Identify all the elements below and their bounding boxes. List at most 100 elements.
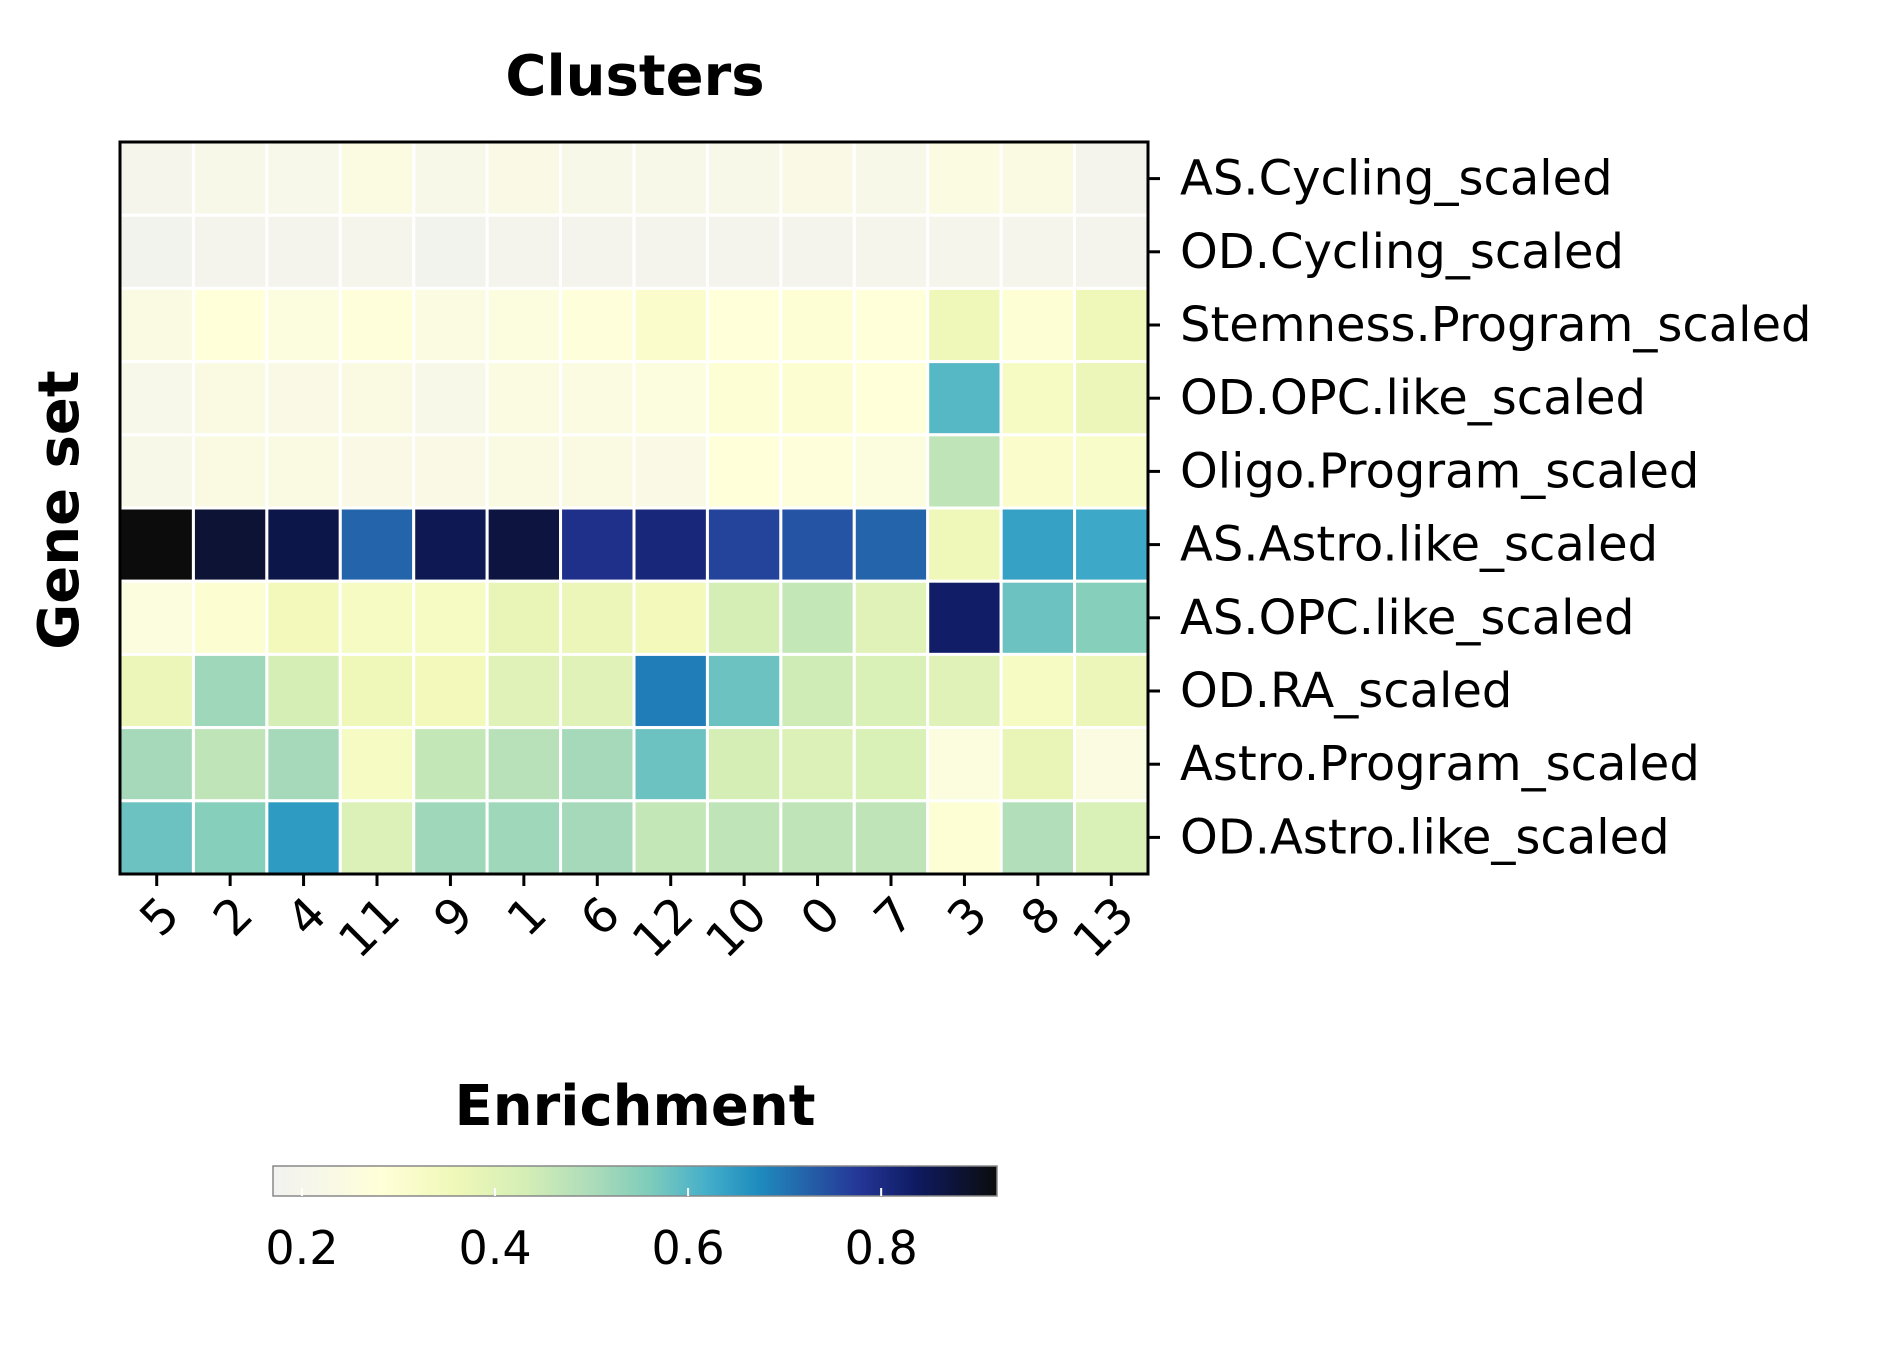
heatmap-cell xyxy=(999,579,1077,656)
heatmap-cell xyxy=(559,506,636,583)
heatmap-cell xyxy=(1073,140,1150,217)
row-label: AS.OPC.like_scaled xyxy=(1180,590,1635,646)
heatmap-cell xyxy=(1073,360,1150,437)
heatmap-cell xyxy=(412,213,489,290)
heatmap-cell xyxy=(779,286,856,364)
heatmap-cell xyxy=(265,286,342,364)
heatmap-cell xyxy=(485,506,563,583)
heatmap-cell xyxy=(852,652,930,730)
heatmap-cell xyxy=(999,506,1077,583)
heatmap-cell xyxy=(999,726,1077,803)
column-label: 12 xyxy=(622,886,705,969)
colorbar-tick-label: 0.4 xyxy=(458,1221,531,1275)
heatmap-cell xyxy=(191,726,269,803)
heatmap-cell xyxy=(1073,652,1150,730)
row-label: OD.OPC.like_scaled xyxy=(1180,370,1646,426)
y-axis-label: Gene set xyxy=(27,370,92,649)
heatmap-cell xyxy=(191,140,269,217)
colorbar-tick-label: 0.6 xyxy=(652,1221,725,1275)
heatmap-cell xyxy=(118,726,195,803)
heatmap-cell xyxy=(191,213,269,290)
heatmap-cell xyxy=(338,506,416,583)
heatmap-cell xyxy=(191,286,269,364)
heatmap-cell xyxy=(338,360,416,437)
heatmap-cell xyxy=(705,506,783,583)
heatmap-cell xyxy=(559,652,636,730)
heatmap-cell xyxy=(338,652,416,730)
heatmap-cell xyxy=(632,799,709,876)
heatmap-cell xyxy=(632,652,709,730)
heatmap-cell xyxy=(852,433,930,510)
heatmap-cell xyxy=(412,652,489,730)
heatmap-cell xyxy=(705,799,783,876)
heatmap-cell xyxy=(632,506,709,583)
heatmap-cell xyxy=(265,360,342,437)
heatmap-cell xyxy=(926,286,1003,364)
heatmap-cell xyxy=(632,213,709,290)
heatmap-cell xyxy=(338,799,416,876)
row-label: AS.Astro.like_scaled xyxy=(1180,517,1658,573)
heatmap-cell xyxy=(852,286,930,364)
heatmap-cell xyxy=(265,213,342,290)
heatmap-cell xyxy=(705,726,783,803)
column-label: 0 xyxy=(790,886,851,947)
column-label: 7 xyxy=(864,886,925,947)
heatmap-cell xyxy=(705,360,783,437)
column-label: 10 xyxy=(695,886,778,969)
heatmap-cell xyxy=(1073,506,1150,583)
column-label: 6 xyxy=(570,886,631,947)
heatmap-cell xyxy=(559,579,636,656)
heatmap-cell xyxy=(265,433,342,510)
row-label: Astro.Program_scaled xyxy=(1180,736,1700,792)
heatmap-cell xyxy=(118,286,195,364)
heatmap-cell xyxy=(852,726,930,803)
heatmap-cell xyxy=(191,433,269,510)
heatmap-cell xyxy=(559,433,636,510)
heatmap-cell xyxy=(559,360,636,437)
heatmap-cell xyxy=(926,799,1003,876)
colorbar-ticks: 0.2 0.4 0.6 0.8 xyxy=(265,1188,918,1275)
heatmap-cell xyxy=(632,360,709,437)
heatmap-cell xyxy=(485,726,563,803)
row-label: OD.Astro.like_scaled xyxy=(1180,809,1670,865)
heatmap-cell xyxy=(926,726,1003,803)
column-label: 8 xyxy=(1010,886,1071,947)
heatmap-cell xyxy=(412,360,489,437)
heatmap-cell xyxy=(779,506,856,583)
heatmap-cell xyxy=(485,799,563,876)
heatmap-cells xyxy=(118,140,1150,876)
heatmap-cell xyxy=(118,213,195,290)
colorbar-label: Enrichment xyxy=(455,1074,816,1139)
heatmap-cell xyxy=(191,652,269,730)
heatmap-cell xyxy=(779,799,856,876)
column-label: 3 xyxy=(937,886,998,947)
heatmap-cell xyxy=(559,213,636,290)
row-ticks: AS.Cycling_scaled OD.Cycling_scaled Stemne… xyxy=(1148,151,1811,865)
heatmap-cell xyxy=(1073,799,1150,876)
heatmap-cell xyxy=(705,433,783,510)
heatmap-cell xyxy=(559,140,636,217)
row-label: Stemness.Program_scaled xyxy=(1180,297,1811,353)
heatmap-cell xyxy=(118,799,195,876)
column-label: 4 xyxy=(276,886,337,947)
heatmap-cell xyxy=(118,506,195,583)
heatmap-cell xyxy=(926,433,1003,510)
heatmap-cell xyxy=(779,726,856,803)
heatmap-cell xyxy=(999,213,1077,290)
heatmap-cell xyxy=(485,433,563,510)
heatmap-cell xyxy=(779,213,856,290)
plot-frame xyxy=(118,140,1150,876)
heatmap-cell xyxy=(999,286,1077,364)
heatmap-cell xyxy=(485,286,563,364)
row-label: OD.Cycling_scaled xyxy=(1180,224,1624,280)
heatmap-cell xyxy=(852,799,930,876)
heatmap-cell xyxy=(338,433,416,510)
heatmap-cell xyxy=(779,579,856,656)
column-label: 13 xyxy=(1062,886,1145,969)
heatmap-cell xyxy=(485,140,563,217)
heatmap-cell xyxy=(412,799,489,876)
heatmap-cell xyxy=(191,360,269,437)
heatmap-cell xyxy=(265,579,342,656)
heatmap-cell xyxy=(705,213,783,290)
